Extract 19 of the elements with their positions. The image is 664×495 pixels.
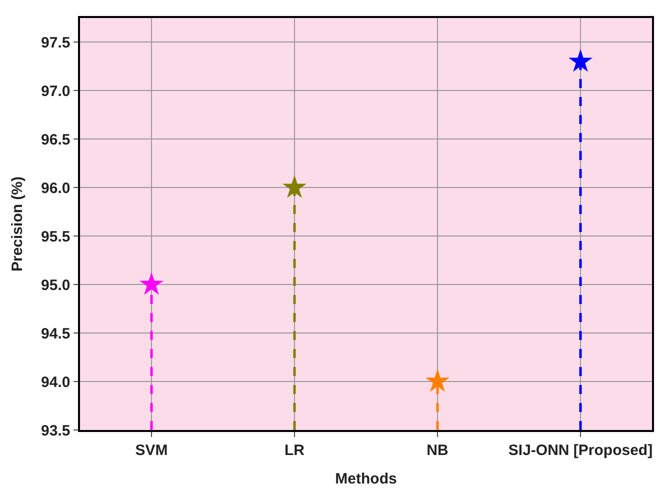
y-tick-label: 94.5 — [41, 325, 70, 342]
y-tick-label: 97.0 — [41, 82, 70, 100]
y-tick-label: 97.5 — [41, 34, 70, 52]
x-tick-label: LR — [284, 442, 305, 459]
point — [140, 272, 164, 295]
point — [426, 368, 450, 392]
x-axis-title: Methods — [335, 470, 397, 488]
point — [568, 49, 592, 72]
x-tick-label: NB — [426, 442, 448, 459]
y-tick-label: 93.5 — [41, 422, 70, 440]
point — [282, 175, 306, 198]
x-tick-label: SVM — [135, 442, 168, 459]
y-tick-label: 96.5 — [41, 131, 70, 148]
x-tick-label: SIJ-ONN [Proposed] — [508, 442, 653, 459]
y-tick-label: 95.0 — [41, 276, 70, 294]
y-tick-label: 94.0 — [41, 374, 70, 391]
y-axis-title: Precision (%) — [8, 176, 26, 272]
y-tick-label: 95.5 — [41, 228, 70, 246]
y-tick-label: 96.0 — [41, 180, 70, 197]
